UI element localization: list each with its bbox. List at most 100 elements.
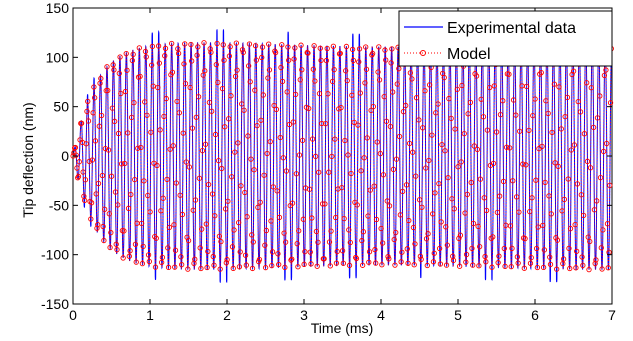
model-marker (384, 198, 390, 204)
model-marker (564, 94, 571, 101)
model-marker (207, 46, 213, 52)
model-marker (132, 176, 138, 183)
model-marker (520, 161, 526, 167)
model-marker (302, 248, 308, 255)
model-marker (433, 110, 439, 116)
model-marker (530, 112, 536, 119)
model-marker (554, 237, 561, 243)
model-marker (585, 234, 591, 240)
model-marker (430, 259, 437, 265)
model-marker (138, 144, 144, 151)
model-marker (461, 130, 467, 137)
model-marker (307, 249, 313, 255)
model-marker (309, 215, 315, 221)
model-marker (126, 253, 132, 259)
model-marker (368, 107, 374, 114)
model-marker (508, 263, 514, 270)
model-marker (376, 77, 383, 83)
model-marker (220, 42, 226, 48)
model-marker (197, 245, 203, 251)
model-marker (133, 259, 139, 265)
model-marker (249, 265, 256, 272)
model-marker (235, 219, 242, 226)
model-marker (138, 220, 145, 227)
model-marker (412, 241, 418, 247)
model-marker (275, 251, 281, 257)
model-marker (155, 43, 162, 49)
model-marker (290, 119, 296, 125)
model-marker (201, 40, 207, 46)
model-marker (516, 209, 522, 215)
model-marker (357, 90, 363, 96)
model-marker (405, 260, 411, 266)
model-marker (74, 165, 80, 171)
model-marker (82, 197, 88, 204)
model-marker (597, 93, 603, 99)
model-marker (137, 73, 143, 79)
model-marker (556, 84, 562, 90)
model-marker (397, 212, 403, 218)
model-marker (483, 259, 489, 265)
model-marker (187, 84, 193, 91)
model-marker (176, 110, 183, 116)
model-marker (346, 227, 352, 233)
model-marker (170, 143, 176, 149)
model-marker (75, 173, 82, 180)
model-marker (172, 247, 179, 253)
model-marker (121, 228, 127, 234)
model-marker (274, 188, 280, 194)
model-marker (356, 59, 362, 65)
model-marker (85, 98, 91, 104)
model-marker (528, 254, 534, 261)
model-marker (239, 47, 246, 53)
model-marker (148, 62, 155, 68)
model-marker (375, 69, 381, 75)
model-marker (404, 246, 410, 252)
model-marker (269, 262, 275, 269)
model-marker (250, 239, 256, 245)
model-marker (289, 256, 295, 262)
model-marker (219, 85, 226, 92)
model-marker (169, 69, 176, 75)
model-marker (488, 235, 494, 241)
model-marker (254, 122, 260, 129)
model-marker (88, 216, 94, 222)
model-marker (131, 99, 137, 106)
model-marker (538, 69, 544, 76)
model-marker (315, 239, 321, 245)
model-marker (92, 95, 98, 101)
x-tick-label: 3 (300, 307, 308, 323)
x-tick-label: 7 (608, 307, 616, 323)
model-marker (139, 260, 146, 267)
model-marker (323, 57, 330, 64)
model-marker (546, 193, 552, 199)
legend-label-model: Model (447, 46, 491, 63)
model-marker (180, 130, 186, 136)
model-marker (112, 189, 119, 195)
model-marker (152, 264, 159, 270)
x-tick-label: 1 (146, 307, 154, 323)
model-marker (406, 217, 412, 224)
model-marker (449, 196, 455, 202)
x-tick-label: 2 (223, 307, 231, 323)
model-marker (147, 209, 153, 215)
model-marker (196, 175, 203, 181)
model-marker (380, 172, 387, 178)
model-marker (422, 88, 428, 94)
model-marker (571, 142, 578, 148)
model-marker (419, 204, 425, 210)
legend-marker-model (420, 50, 426, 56)
model-marker (155, 84, 161, 91)
model-marker (80, 169, 86, 175)
model-marker (194, 52, 200, 58)
model-marker (267, 138, 273, 145)
model-marker (340, 260, 347, 266)
model-marker (258, 117, 264, 123)
model-marker (285, 44, 291, 50)
model-marker (543, 98, 549, 104)
model-marker (436, 180, 442, 187)
model-marker (337, 50, 343, 57)
model-marker (286, 57, 292, 63)
model-marker (389, 46, 395, 52)
model-marker (136, 45, 142, 51)
